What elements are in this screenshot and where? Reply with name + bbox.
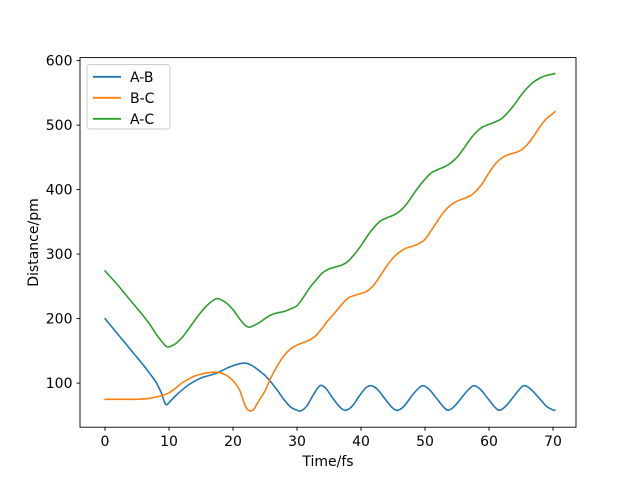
series-lines xyxy=(104,72,556,412)
legend-label-B-C: B-C xyxy=(130,91,155,107)
y-tick-label: 100 xyxy=(46,376,73,392)
y-tick-label: 500 xyxy=(46,118,73,134)
y-tick-label: 200 xyxy=(46,312,73,328)
axes-spines xyxy=(79,57,577,428)
y-axis-label: Distance/pm xyxy=(26,198,42,286)
x-axis-ticks: 0 10 20 30 40 50 60 70 xyxy=(101,427,562,450)
y-tick-label: 600 xyxy=(46,54,73,70)
x-tick-label: 60 xyxy=(480,434,498,450)
x-tick-label: 70 xyxy=(544,434,562,450)
x-tick-label: 0 xyxy=(101,434,110,450)
legend-label-A-C: A-C xyxy=(130,112,154,128)
x-tick-label: 50 xyxy=(416,434,434,450)
legend-label-A-B: A-B xyxy=(130,70,153,86)
y-tick-label: 300 xyxy=(46,247,73,263)
y-tick-label: 400 xyxy=(46,183,73,199)
x-tick-label: 40 xyxy=(352,434,370,450)
x-tick-label: 10 xyxy=(160,434,178,450)
series-line-B-C xyxy=(104,110,556,412)
x-tick-label: 30 xyxy=(288,434,306,450)
series-line-A-C xyxy=(104,72,556,348)
y-axis-ticks: 100 200 300 400 500 600 xyxy=(46,54,80,392)
x-tick-label: 20 xyxy=(224,434,242,450)
x-axis-label: Time/fs xyxy=(301,454,353,470)
series-line-A-B xyxy=(104,317,556,412)
legend: A-B B-C A-C xyxy=(86,64,171,130)
legend-box xyxy=(86,64,171,130)
